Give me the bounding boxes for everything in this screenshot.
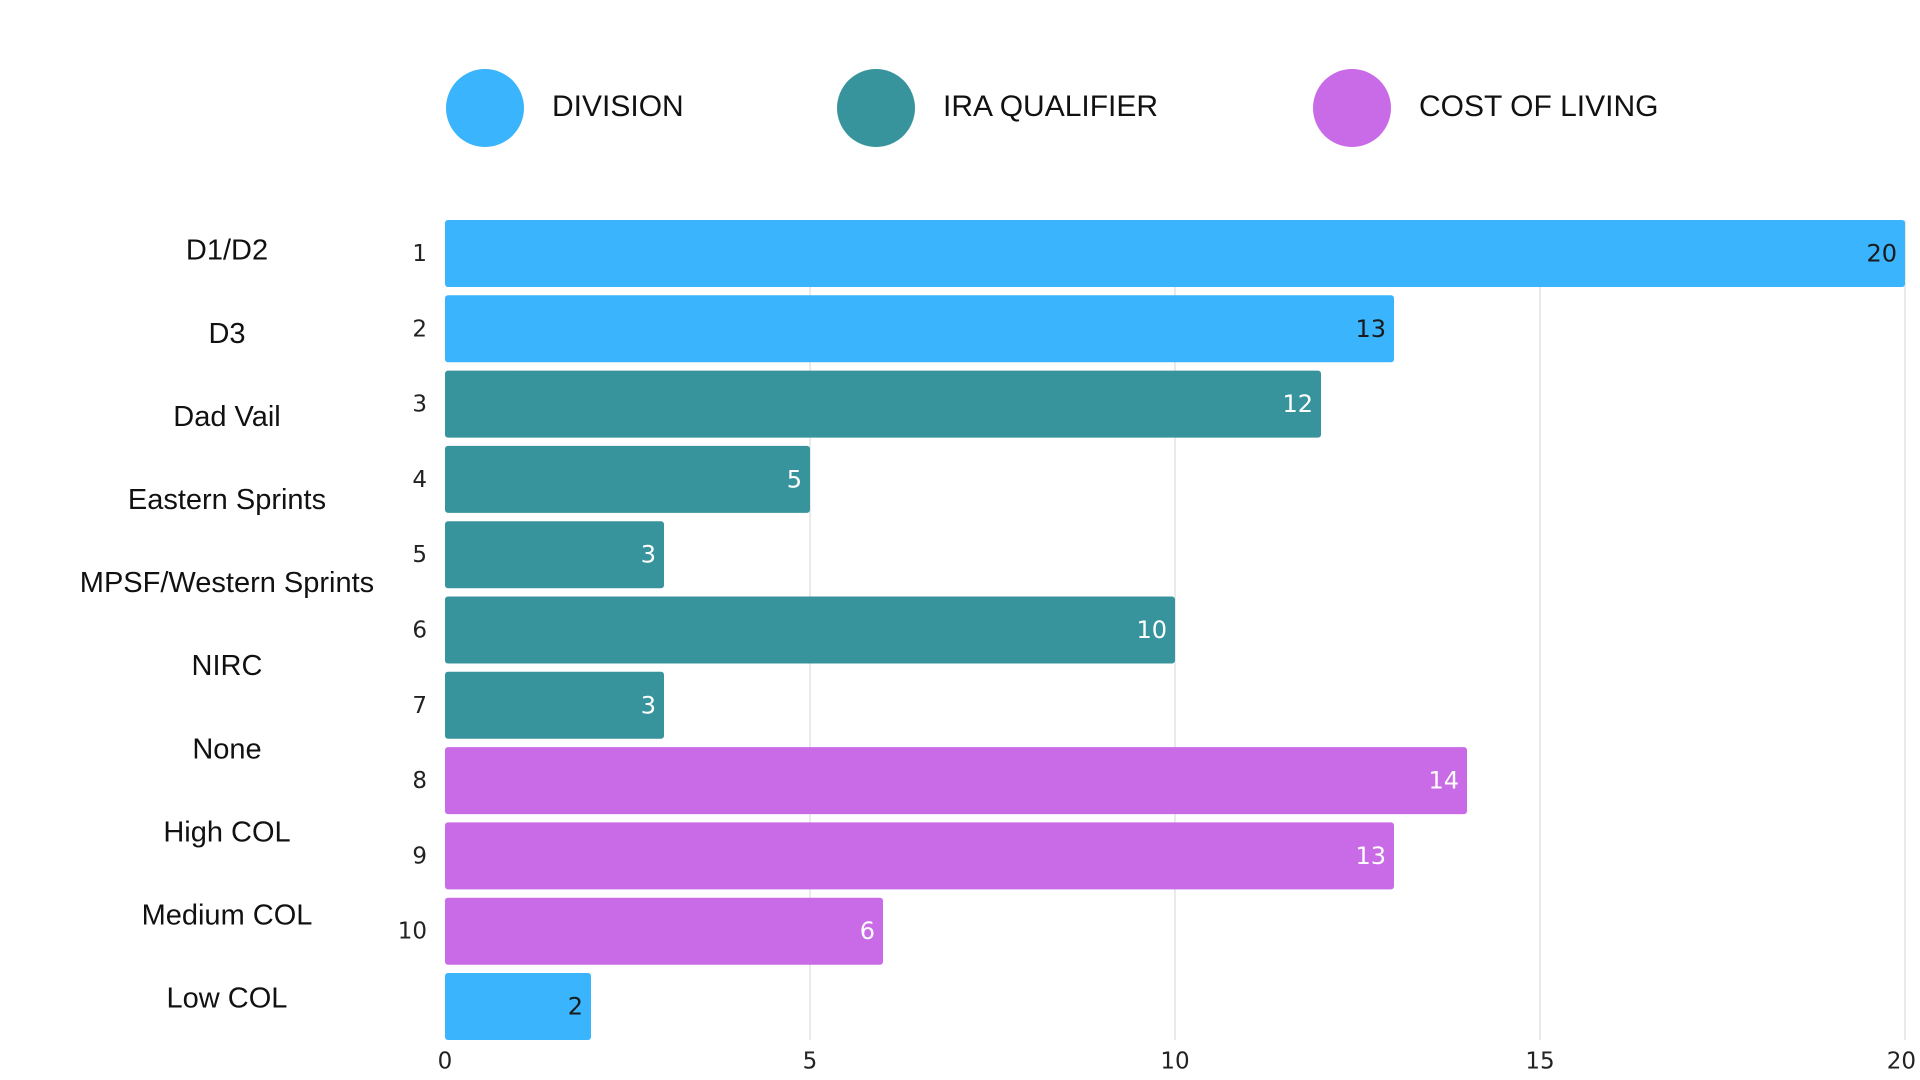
legend-label-ira-qualifier: IRA QUALIFIER bbox=[943, 90, 1158, 123]
value-label-3: 12 bbox=[1282, 390, 1313, 418]
legend-label-division: DIVISION bbox=[552, 90, 684, 123]
value-label-9: 13 bbox=[1355, 842, 1386, 870]
legend-item-division: DIVISION bbox=[446, 69, 684, 147]
bar-3 bbox=[445, 370, 1321, 438]
value-label-10: 6 bbox=[860, 917, 875, 945]
x-tick-15: 15 bbox=[1525, 1049, 1554, 1075]
value-label-8: 14 bbox=[1428, 767, 1459, 795]
legend: DIVISION IRA QUALIFIER COST OF LIVING bbox=[446, 69, 1659, 147]
category-label-low-col: Low COL bbox=[167, 983, 288, 1015]
bar-10 bbox=[445, 897, 883, 965]
category-label-eastern-sprints: Eastern Sprints bbox=[128, 484, 326, 516]
bar-11 bbox=[445, 973, 591, 1040]
bar-4 bbox=[445, 445, 810, 513]
bars bbox=[445, 220, 1905, 1040]
category-label-d3: D3 bbox=[208, 318, 245, 350]
row-index-3: 3 bbox=[412, 392, 427, 418]
category-label-mpsf-western-sprints: MPSF/Western Sprints bbox=[80, 567, 374, 599]
bar-6 bbox=[445, 596, 1175, 664]
legend-label-cost-of-living: COST OF LIVING bbox=[1419, 90, 1659, 123]
bar-5 bbox=[445, 521, 664, 589]
row-index-6: 6 bbox=[412, 618, 427, 644]
value-labels: 20 13 12 5 3 10 3 14 13 6 2 bbox=[568, 240, 1897, 1021]
value-label-7: 3 bbox=[641, 691, 656, 719]
row-index-9: 9 bbox=[412, 843, 427, 869]
category-label-d1-d2: D1/D2 bbox=[186, 235, 268, 267]
x-tick-5: 5 bbox=[803, 1049, 818, 1075]
value-label-5: 3 bbox=[641, 541, 656, 569]
legend-swatch-division bbox=[446, 69, 524, 147]
row-index-2: 2 bbox=[412, 316, 427, 342]
row-index-labels: 1 2 3 4 5 6 7 8 9 10 bbox=[398, 241, 427, 945]
value-label-2: 13 bbox=[1355, 315, 1386, 343]
legend-swatch-cost-of-living bbox=[1313, 69, 1391, 147]
bar-2 bbox=[445, 295, 1394, 363]
bar-9 bbox=[445, 822, 1394, 890]
row-index-10: 10 bbox=[398, 919, 427, 945]
bar-7 bbox=[445, 671, 664, 739]
value-label-11: 2 bbox=[568, 993, 583, 1021]
row-index-8: 8 bbox=[412, 768, 427, 794]
row-index-1: 1 bbox=[412, 241, 427, 267]
x-tick-0: 0 bbox=[438, 1049, 453, 1075]
value-label-4: 5 bbox=[787, 465, 802, 493]
x-tick-20: 20 bbox=[1887, 1049, 1916, 1075]
category-label-none: None bbox=[192, 733, 261, 765]
bar-1 bbox=[445, 220, 1905, 287]
legend-item-cost-of-living: COST OF LIVING bbox=[1313, 69, 1659, 147]
row-index-7: 7 bbox=[412, 693, 427, 719]
value-label-1: 20 bbox=[1866, 240, 1897, 268]
category-label-medium-col: Medium COL bbox=[142, 899, 313, 931]
x-axis-ticks: 0 5 10 15 20 bbox=[438, 1049, 1916, 1075]
value-label-6: 10 bbox=[1136, 616, 1167, 644]
category-labels: D1/D2 D3 Dad Vail Eastern Sprints MPSF/Weste… bbox=[80, 235, 374, 1015]
row-index-5: 5 bbox=[412, 542, 427, 568]
category-label-high-col: High COL bbox=[163, 816, 290, 848]
legend-swatch-ira-qualifier bbox=[837, 69, 915, 147]
legend-item-ira-qualifier: IRA QUALIFIER bbox=[837, 69, 1158, 147]
x-tick-10: 10 bbox=[1160, 1049, 1189, 1075]
category-label-nirc: NIRC bbox=[192, 650, 263, 682]
bar-8 bbox=[445, 747, 1467, 815]
row-index-4: 4 bbox=[412, 467, 427, 493]
category-label-dad-vail: Dad Vail bbox=[173, 401, 280, 433]
